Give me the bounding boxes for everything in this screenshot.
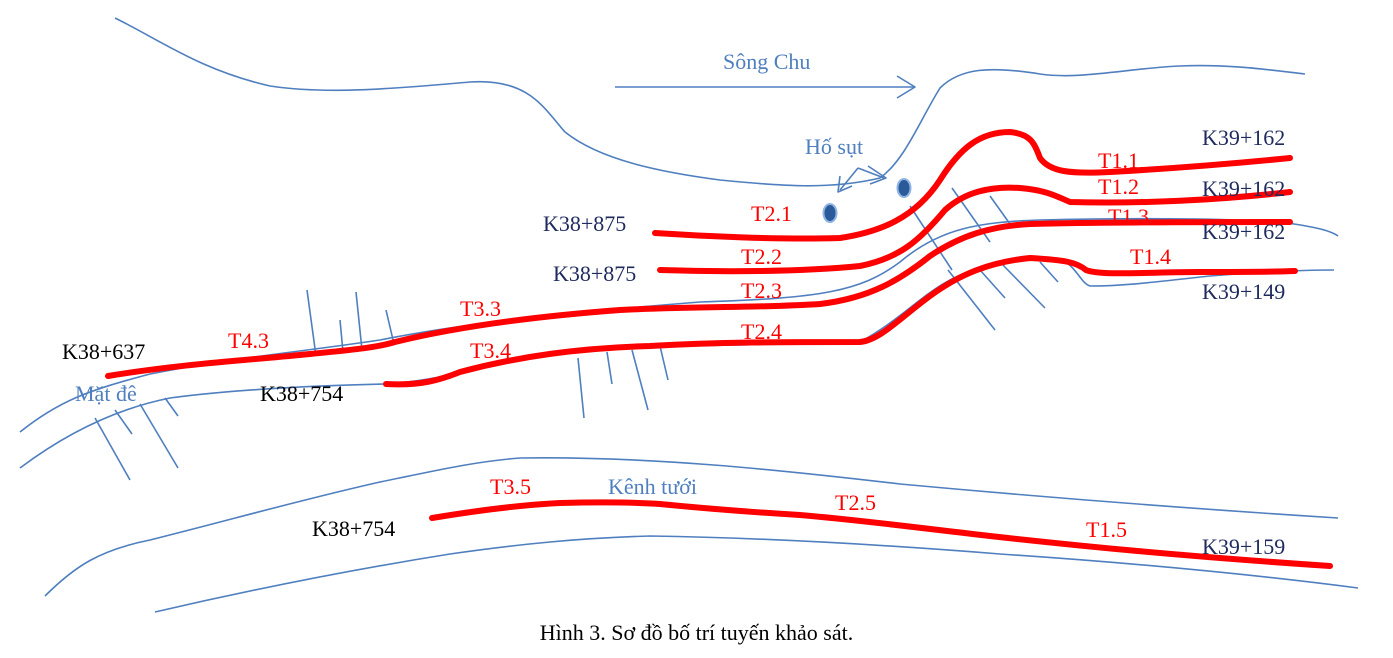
survey-layout-diagram: Sông Chu Hố sụt Mặt đê Kênh tưới T1.1 T1…	[19, 17, 1359, 613]
line-label-t2-2: T2.2	[741, 244, 782, 269]
line-label-t2-1: T2.1	[751, 201, 792, 226]
line-label-t1-3: T1.3	[1108, 204, 1149, 229]
dike-surface-label: Mặt đê	[75, 381, 137, 406]
survey-line-1	[652, 129, 1293, 242]
river-bank-top	[114, 17, 1306, 187]
canal-label: Kênh tưới	[608, 474, 697, 499]
station-label-k38-875-a: K38+875	[543, 211, 626, 236]
line-label-t3-4: T3.4	[470, 338, 511, 363]
line-label-t1-4: T1.4	[1130, 244, 1171, 269]
station-label-k39-162-b: K39+162	[1202, 176, 1285, 201]
line-label-t2-3: T2.3	[741, 278, 782, 303]
figure-caption: Hình 3. Sơ đồ bố trí tuyến khảo sát.	[539, 620, 854, 645]
survey-line-4	[383, 255, 1298, 388]
station-label-k39-162-a: K39+162	[1202, 125, 1285, 150]
line-label-t4-3: T4.3	[228, 328, 269, 353]
station-label-k39-149: K39+149	[1202, 279, 1285, 304]
survey-line-2	[657, 184, 1293, 275]
canal-bank-top	[44, 457, 1339, 597]
line-label-t1-2: T1.2	[1098, 174, 1139, 199]
river-flow-arrow	[615, 75, 916, 99]
canal-bank-bottom	[154, 535, 1359, 613]
station-label-k38-754-b: K38+754	[312, 516, 395, 541]
station-label-k38-875-b: K38+875	[553, 261, 636, 286]
survey-line-5	[429, 499, 1333, 569]
line-label-t3-5: T3.5	[490, 474, 531, 499]
line-label-t2-5: T2.5	[835, 490, 876, 515]
line-label-t3-3: T3.3	[460, 296, 501, 321]
slope-hatching-left	[306, 289, 395, 357]
station-label-k39-159: K39+159	[1202, 534, 1285, 559]
landslide-hole-1	[822, 203, 838, 223]
line-label-t1-1: T1.1	[1098, 148, 1139, 173]
station-label-k38-637: K38+637	[62, 339, 145, 364]
station-label-k38-754-a: K38+754	[260, 381, 343, 406]
line-label-t1-5: T1.5	[1086, 517, 1127, 542]
slope-hatching-bottom	[94, 345, 669, 481]
landslide-arrows	[837, 165, 887, 193]
landslide-hole-2	[896, 178, 912, 198]
line-label-t2-4: T2.4	[741, 319, 782, 344]
landslide-label: Hố sụt	[805, 134, 863, 159]
river-label: Sông Chu	[723, 49, 810, 74]
survey-line-3	[105, 219, 1293, 379]
station-label-k39-162-c: K39+162	[1202, 219, 1285, 244]
